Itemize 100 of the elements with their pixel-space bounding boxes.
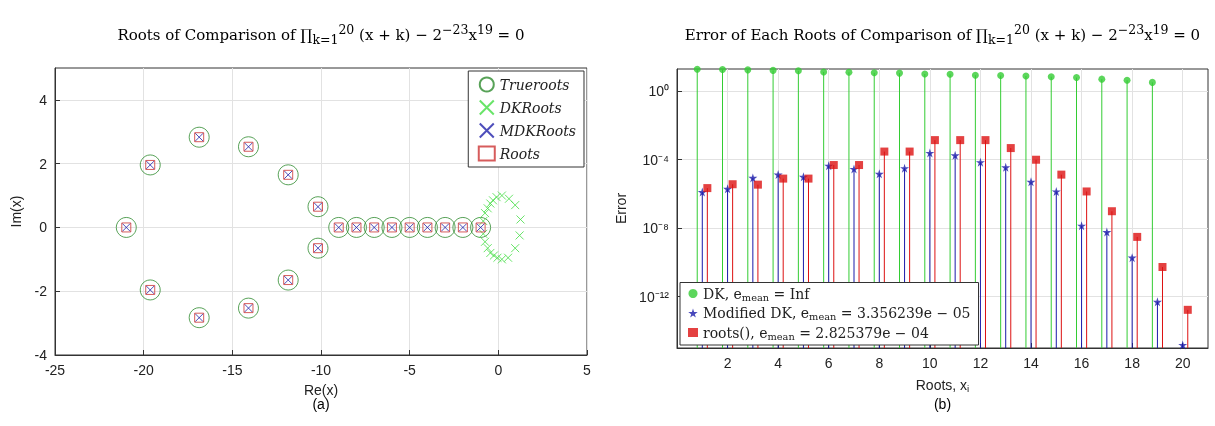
- point: [115, 216, 137, 238]
- point: [1123, 76, 1131, 84]
- y-tick-label: 0: [39, 219, 48, 236]
- x-tick-label: 20: [1174, 355, 1191, 371]
- point: [896, 69, 904, 77]
- point: [485, 199, 495, 209]
- point: [874, 169, 884, 179]
- legend-label: DKRoots: [498, 99, 562, 116]
- point: [1032, 155, 1041, 164]
- point: [748, 173, 758, 183]
- point: [1047, 73, 1055, 81]
- point: [515, 230, 525, 240]
- point: [1102, 227, 1112, 237]
- legend-label: Trueroots: [499, 76, 570, 93]
- y-tick-label: 2: [39, 155, 48, 172]
- point: [925, 148, 935, 158]
- point: [693, 65, 701, 73]
- point: [900, 163, 910, 173]
- x-axis-title: Re(x): [303, 382, 339, 398]
- text: (a): [312, 396, 330, 412]
- x-tick-label: 8: [875, 355, 884, 371]
- point: [1001, 162, 1011, 172]
- x-tick-label: 18: [1124, 355, 1141, 371]
- y-tick-label: 4: [39, 91, 48, 108]
- point: [820, 68, 828, 76]
- y-tick-label: 10⁻⁸: [642, 220, 670, 237]
- point: [1152, 297, 1162, 307]
- point: [870, 69, 878, 77]
- point: [703, 184, 712, 193]
- point: [483, 203, 493, 213]
- x-tick-label: -5: [403, 362, 417, 378]
- point: [492, 192, 502, 202]
- y-axis-title: Im(x): [8, 195, 24, 228]
- x-tick-label: -15: [222, 362, 243, 378]
- chart-title: Error of Each Roots of Comparison of ∏$_{k=1}$$^{20}$ (x + k) − 2$^{−23}$x$^{19}$ = 0: [683, 22, 1202, 47]
- point: [997, 72, 1005, 80]
- legend-label: Roots: [498, 145, 540, 162]
- point: [921, 70, 929, 78]
- x-tick-label: 16: [1073, 355, 1090, 371]
- point: [1133, 232, 1142, 241]
- point: [1057, 170, 1066, 179]
- point: [950, 150, 960, 160]
- x-tick-label: -10: [310, 362, 332, 378]
- point: [744, 66, 752, 74]
- x-tick-label: 12: [972, 355, 989, 371]
- x-tick-label: 14: [1023, 355, 1039, 371]
- point: [1051, 186, 1061, 196]
- point: [139, 154, 161, 176]
- point: [510, 243, 520, 253]
- point: [504, 194, 514, 204]
- y-tick-label: -2: [34, 283, 48, 300]
- point: [277, 269, 299, 291]
- text: (b): [932, 396, 953, 412]
- point: [981, 136, 990, 145]
- point: [434, 216, 456, 238]
- legend-label: MDKRoots: [498, 122, 577, 139]
- point: [516, 214, 525, 224]
- x-tick-label: 2: [723, 355, 732, 371]
- x-tick-label: -20: [133, 362, 154, 378]
- point: [1183, 305, 1192, 314]
- point: [416, 216, 438, 238]
- point: [1148, 78, 1156, 86]
- point: [1098, 75, 1106, 83]
- x-tick-label: 0: [494, 362, 503, 378]
- point: [930, 136, 939, 145]
- y-axis-title: Error: [613, 192, 630, 225]
- point: [363, 216, 385, 238]
- point: [719, 66, 727, 74]
- point: [307, 237, 329, 259]
- point: [488, 195, 498, 205]
- point: [794, 67, 802, 75]
- x-tick-label: 4: [774, 355, 783, 371]
- point: [1077, 221, 1087, 231]
- point: [905, 147, 914, 156]
- point: [307, 196, 329, 218]
- point: [1006, 144, 1015, 153]
- point: [345, 216, 367, 238]
- point: [277, 164, 299, 186]
- point: [804, 174, 813, 183]
- x-tick-label: -25: [44, 362, 66, 378]
- point: [237, 136, 259, 158]
- point: [971, 71, 979, 79]
- point: [497, 254, 507, 264]
- point: [483, 243, 493, 253]
- point: [399, 216, 421, 238]
- point: [497, 191, 507, 201]
- point: [1026, 177, 1036, 187]
- chart-title: Roots of Comparison of ∏$_{k=1}$$^{20}$ (x + k) − 2$^{−23}$x$^{19}$ = 0: [116, 22, 526, 47]
- point: [728, 180, 737, 189]
- point: [328, 216, 350, 238]
- point: [188, 307, 210, 329]
- point: [510, 200, 520, 210]
- point: [452, 216, 474, 238]
- point: [503, 253, 513, 263]
- point: [1073, 74, 1081, 82]
- point: [753, 180, 762, 189]
- point: [880, 147, 889, 156]
- point: [975, 157, 985, 167]
- point: [829, 161, 838, 170]
- x-tick-label: 10: [922, 355, 938, 371]
